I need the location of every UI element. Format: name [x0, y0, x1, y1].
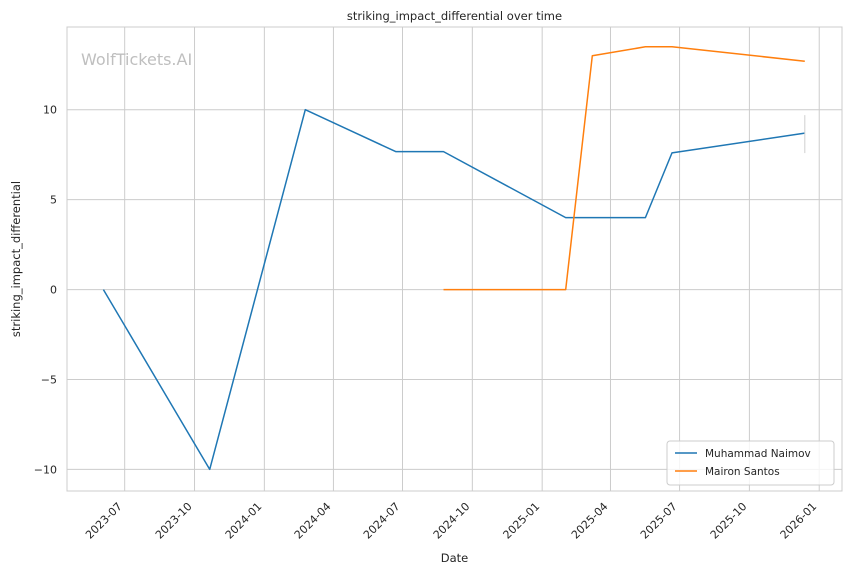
x-tick-label: 2024-04 — [292, 500, 334, 542]
legend: Muhammad Naimov Mairon Santos — [666, 440, 835, 486]
series-line-2 — [443, 46, 805, 291]
legend-label: Muhammad Naimov — [705, 448, 811, 460]
chart-title: striking_impact_differential over time — [347, 9, 562, 23]
watermark: WolfTickets.AI — [81, 50, 192, 69]
y-tick-label: −10 — [34, 463, 57, 476]
legend-label: Mairon Santos — [705, 466, 780, 478]
x-tick-label: 2025-10 — [708, 500, 750, 542]
y-tick-label: 0 — [50, 284, 57, 297]
x-axis-label: Date — [441, 551, 469, 565]
y-axis-label: striking_impact_differential — [9, 181, 23, 337]
y-axis-ticks: −10 −5 0 5 10 — [34, 104, 57, 477]
x-tick-label: 2024-10 — [431, 500, 473, 542]
x-tick-label: 2023-10 — [153, 500, 195, 542]
x-tick-label: 2025-04 — [569, 500, 611, 542]
x-tick-label: 2025-01 — [501, 500, 543, 542]
x-tick-label: 2023-07 — [83, 500, 125, 542]
series-layer — [102, 46, 806, 471]
legend-box — [666, 440, 835, 486]
x-tick-label: 2025-07 — [638, 500, 680, 542]
grid — [67, 27, 842, 491]
series-line-1 — [102, 108, 805, 471]
y-tick-label: −5 — [41, 373, 57, 386]
x-tick-label: 2024-01 — [223, 500, 265, 542]
plot-area — [66, 26, 843, 492]
y-tick-label: 10 — [43, 104, 57, 117]
x-axis-ticks: 2023-07 2023-10 2024-01 2024-04 2024-07 2024-… — [83, 500, 819, 542]
y-tick-label: 5 — [50, 194, 57, 207]
x-tick-label: 2024-07 — [361, 500, 403, 542]
x-tick-label: 2026-01 — [778, 500, 820, 542]
